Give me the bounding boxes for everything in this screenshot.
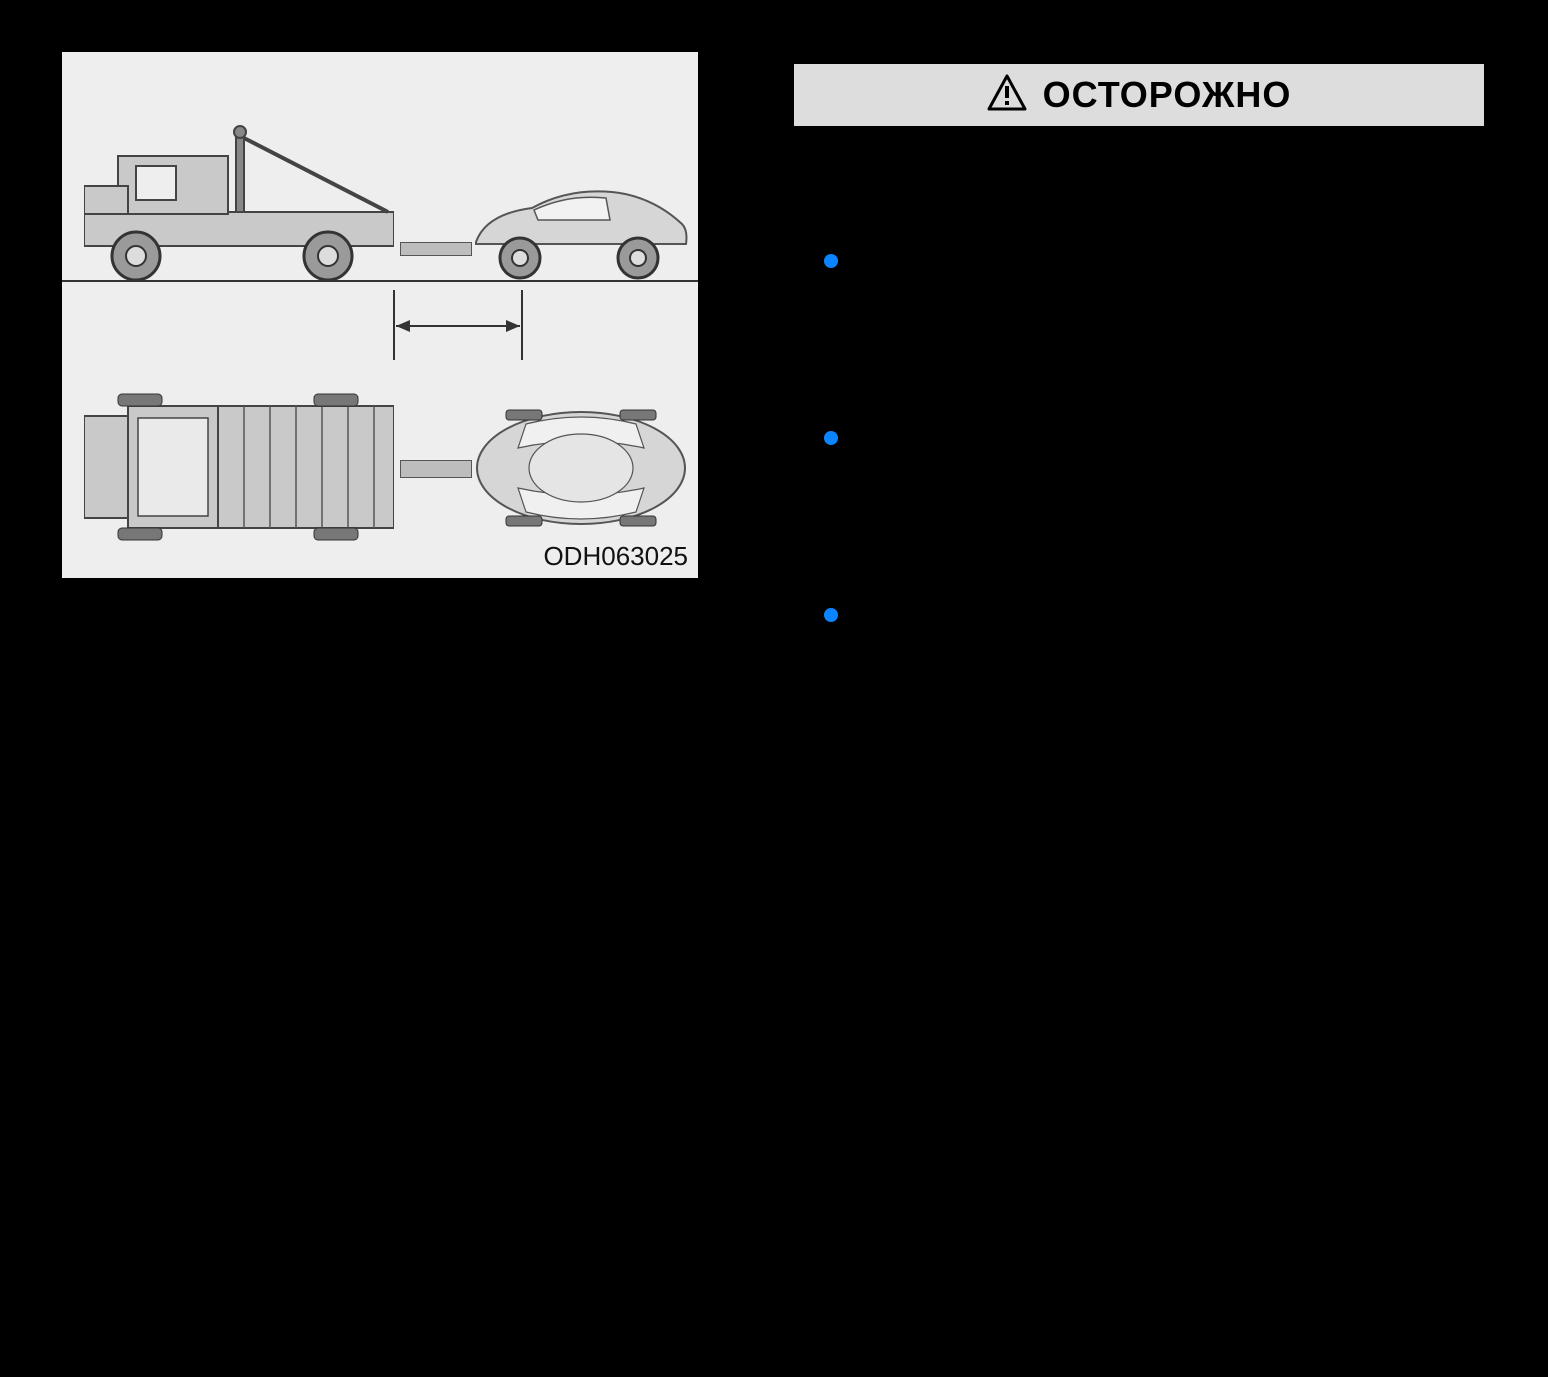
- right-column: ОСТОРОЖНО Соблюдайте приведенные ниже ме…: [790, 50, 1488, 817]
- sedan-top-view: [474, 404, 688, 532]
- caution-box: ОСТОРОЖНО Соблюдайте приведенные ниже ме…: [790, 60, 1488, 781]
- caution-header: ОСТОРОЖНО: [794, 64, 1484, 130]
- left-column: ODH063025 Чтобы осуществить аварийную бу…: [60, 50, 700, 817]
- caution-item: Если невозможно переключить коробку пере…: [822, 244, 1456, 393]
- caution-list: Если невозможно переключить коробку пере…: [822, 244, 1456, 709]
- sedan-side-view: [472, 180, 688, 280]
- distance-indicator: [388, 290, 528, 360]
- tow-truck-top-view: [84, 392, 394, 542]
- caution-body: Соблюдайте приведенные ниже меры предост…: [794, 130, 1484, 777]
- tow-hitch-side: [400, 242, 472, 256]
- two-column-layout: ODH063025 Чтобы осуществить аварийную бу…: [60, 50, 1488, 817]
- tow-truck-side-view: [84, 112, 394, 282]
- caution-lead: Соблюдайте приведенные ниже меры предост…: [822, 150, 1456, 224]
- tow-hitch-top: [400, 460, 472, 478]
- towing-diagram: ODH063025: [60, 50, 700, 580]
- manual-page: ODH063025 Чтобы осуществить аварийную бу…: [0, 0, 1548, 1377]
- caution-item: Не буксируйте автомобиль, присоединив тр…: [822, 421, 1456, 570]
- figure-caption: ODH063025: [543, 541, 688, 572]
- warning-triangle-icon: [987, 73, 1027, 118]
- left-column-text: Чтобы осуществить аварийную буксировку в…: [60, 608, 700, 817]
- caution-title: ОСТОРОЖНО: [1043, 74, 1292, 116]
- caution-item: Не буксируйте автомобиль с помощью обору…: [822, 598, 1456, 710]
- diagram-canvas: ODH063025: [62, 52, 698, 578]
